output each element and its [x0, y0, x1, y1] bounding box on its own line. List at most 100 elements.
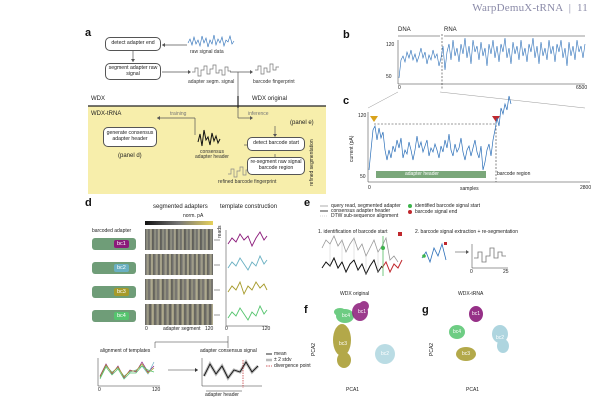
panel-g-title: WDX-tRNA — [458, 291, 484, 297]
aligned-bc4 — [99, 365, 155, 380]
adapter-segment-xtick-left: 0 — [145, 326, 148, 332]
barcode-end-marker — [492, 116, 500, 122]
panel-g-label: g — [422, 304, 429, 316]
panel-f-label-bc4: bc4 — [342, 313, 351, 319]
panel-b-label: b — [343, 29, 350, 41]
legend-barcode-start: identified barcode signal start — [415, 203, 481, 209]
barcode-fingerprint-caption: barcode fingerprint — [253, 79, 295, 85]
training-label: training — [170, 111, 187, 117]
panel-f-cluster-bc2 — [375, 344, 395, 364]
panel-f-title: WDX original — [340, 291, 370, 297]
bc1-adapter: bc1 — [92, 238, 136, 250]
template-bc1 — [227, 231, 268, 248]
panel-g-label-bc4: bc4 — [453, 329, 462, 335]
header-page-number: 11 — [577, 2, 588, 14]
panel-f-label-bc2: bc2 — [381, 351, 390, 357]
panel-c-trace — [368, 95, 512, 171]
adapter-segment-label: adapter segment — [163, 326, 201, 332]
panel-c-xtick-left: 0 — [368, 185, 371, 191]
wdx-label: WDX — [91, 96, 105, 102]
template-xtick-left: 0 — [225, 326, 228, 332]
panel-c-label: c — [343, 95, 350, 107]
rna-label: RNA — [444, 27, 457, 33]
bc2-adapter: bc2 — [92, 262, 136, 274]
panel-c-ytick-top: 120 — [358, 113, 367, 119]
barcoded-adapter-label: barcoded adapter — [92, 228, 132, 234]
panel-g-label-bc1: bc1 — [472, 311, 481, 317]
adapter-header-bar — [376, 171, 486, 178]
legend-consensus-header: consensus adapter header — [331, 208, 391, 214]
alignment-of-templates-label: alignment of templates — [100, 348, 151, 354]
step2-label: 2. barcode signal extraction + re-segmen… — [415, 229, 518, 235]
panel-g-cluster-bc4 — [449, 325, 465, 339]
heatmap-bc2 — [145, 254, 213, 275]
resegment-box: re-segment raw signal barcode region — [247, 157, 305, 175]
panel-e-label: e — [304, 197, 311, 209]
panel-d-reference: (panel d) — [118, 153, 142, 159]
detect-adapter-end-box: detect adapter end — [105, 37, 161, 51]
panel-g-cluster-bc3 — [456, 347, 476, 361]
panel-f-label-bc3: bc3 — [339, 341, 348, 347]
consensus-header-trace — [321, 256, 383, 276]
panel-f-cluster-bc4 — [334, 308, 354, 323]
panel-b-xtick-left: 0 — [398, 85, 401, 91]
panel-b-ytick-top: 120 — [386, 42, 395, 48]
bc1-tag: bc1 — [114, 240, 129, 248]
template-construction-title: template construction — [220, 204, 278, 210]
barcode-region-trace — [381, 259, 403, 274]
panel-e-xtick-left: 0 — [470, 269, 473, 275]
consensus-header-caption: consensus adapter header — [195, 149, 229, 160]
mean-legend: mean — [274, 351, 287, 357]
bc2-tag: bc2 — [114, 264, 129, 272]
header-title: WarpDemuX-tRNA — [472, 2, 563, 14]
panel-e-reference: (panel e) — [290, 120, 314, 126]
heatmap-bc1 — [145, 229, 213, 250]
generate-consensus-box: generate consensus adapter header — [103, 127, 157, 147]
template-bc2 — [227, 254, 268, 271]
wdx-trna-label: WDX-tRNA — [91, 111, 122, 117]
adapter-header-bracket-label: adapter header — [205, 392, 239, 398]
panel-c-xtick-right: 2800 — [580, 185, 592, 191]
step1-label: 1. identification of barcode start — [318, 229, 388, 235]
panel-c-ytick-bottom: 50 — [360, 174, 366, 180]
panel-d-label: d — [85, 197, 92, 209]
heatmap-bc4 — [145, 304, 213, 325]
template-xtick-right: 120 — [262, 326, 271, 332]
detect-barcode-start-box: detect barcode start — [247, 137, 305, 151]
panel-g-xlabel: PCA1 — [466, 387, 480, 393]
divergence-point-legend: divergence point — [274, 363, 311, 369]
bc3-tag: bc3 — [114, 288, 129, 296]
legend-barcode-end: barcode signal end — [415, 209, 458, 215]
panel-e-xtick-right: 25 — [503, 269, 509, 275]
aligned-xtick-left: 0 — [98, 387, 101, 393]
panel-f-label: f — [304, 304, 308, 316]
aligned-xtick-right: 120 — [152, 387, 161, 393]
adapter-segment-xtick-right: 120 — [205, 326, 214, 332]
query-read-trace — [321, 235, 399, 263]
legend-dtw: DTW sub-sequence alignment — [331, 213, 399, 219]
bc3-adapter: bc3 — [92, 286, 136, 298]
adapter-segm-caption: adapter segm. signal — [188, 79, 235, 85]
panel-g-label-bc3: bc3 — [462, 351, 471, 357]
panel-b-xtick-right: 6500 — [576, 85, 588, 91]
panel-c-xlabel: samples — [460, 186, 479, 192]
bc4-adapter: bc4 — [92, 310, 136, 322]
panel-f-cluster-bc3 — [333, 324, 351, 368]
resegmented-trace — [474, 247, 506, 263]
panel-f-xlabel: PCA1 — [346, 387, 360, 393]
panel-a-label: a — [85, 27, 92, 39]
panel-b-trace — [398, 37, 586, 79]
running-header: WarpDemuX-tRNA | 11 — [472, 3, 588, 14]
heatmap-bc3 — [145, 279, 213, 300]
panel-g-label-bc2: bc2 — [496, 335, 505, 341]
consensus-mean — [203, 361, 259, 379]
segmented-adapters-title: segmented adapters — [153, 204, 208, 210]
adapter-consensus-signal-label: adapter consensus signal — [200, 348, 257, 354]
segment-adapter-box: segment adapter raw signal — [105, 63, 161, 80]
adapter-header-label: adapter header — [405, 171, 439, 177]
barcode-region-label: barcode region — [497, 171, 531, 177]
template-bc3 — [227, 280, 268, 296]
